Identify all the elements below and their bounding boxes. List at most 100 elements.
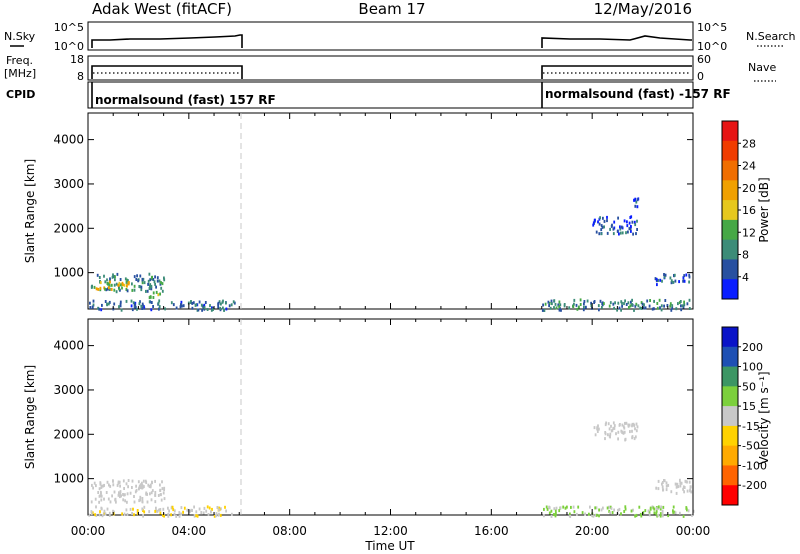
velocity-point-r0-94 [150, 498, 153, 502]
velocity-colorbar-tick-label-5: 50 [742, 380, 756, 393]
power-point-r3-39 [210, 308, 213, 312]
noise-tick-high-right: 10^5 [697, 21, 727, 34]
velocity-point-r1-11 [159, 508, 162, 511]
velocity-point-r2-49 [617, 508, 619, 512]
velocity-point-r2-10 [642, 511, 645, 515]
power-point-r4-11 [675, 307, 678, 311]
power-point-r3-94 [200, 303, 203, 307]
velocity-point-r4-56 [607, 422, 610, 426]
power-point-r2-6 [159, 292, 161, 296]
power-point-r6-45 [629, 227, 632, 231]
power-point-r3-27 [118, 305, 120, 309]
nsky-trace-segment-1 [91, 34, 243, 48]
power-colorbar: 4 8 12 16 20 24 28 [721, 120, 756, 300]
velocity-point-r0-54 [105, 491, 108, 494]
power-point-r0-89 [126, 289, 129, 293]
velocity-point-r4-55 [622, 425, 625, 429]
power-point-r3-104 [194, 303, 197, 307]
velocity-point-r0-84 [139, 498, 142, 502]
velocity-point-r0-101 [135, 484, 137, 488]
power-point-r0-51 [125, 288, 128, 291]
power-point-r3-48 [91, 305, 94, 309]
power-point-r0-73 [118, 287, 120, 291]
velocity-point-r2-82 [595, 513, 598, 517]
power-colorbar-swatch-8 [722, 279, 738, 300]
power-point-r5-5 [688, 280, 690, 284]
power-point-r4-90 [549, 306, 552, 310]
power-point-r6-38 [610, 224, 613, 228]
velocity-point-r0-116 [161, 487, 164, 491]
velocity-point-r1-46 [216, 506, 219, 509]
velocity-point-r4-46 [621, 430, 624, 434]
velocity-point-r1-6 [159, 511, 162, 515]
power-point-r0-7 [124, 277, 127, 281]
power-point-r6-14 [632, 232, 634, 236]
velocity-point-r2-88 [653, 511, 656, 515]
power-point-r3-86 [141, 307, 144, 310]
velocity-scatter-layer [88, 421, 695, 518]
velocity-point-r0-74 [141, 499, 144, 503]
power-point-r6-52 [636, 219, 638, 223]
velocity-point-r1-87 [208, 506, 211, 510]
velocity-point-r0-32 [129, 491, 132, 495]
velocity-point-r0-68 [133, 495, 135, 498]
velocity-point-r0-39 [111, 494, 113, 498]
power-point-r4-117 [542, 303, 544, 307]
velocity-point-r0-120 [139, 483, 142, 487]
power-point-r0-84 [114, 275, 116, 279]
power-point-r5-10 [657, 278, 660, 282]
power-point-r3-23 [108, 300, 111, 304]
velocity-point-r2-31 [632, 508, 634, 512]
power-point-r3-81 [107, 302, 110, 306]
power-point-r6-56 [612, 227, 615, 231]
power-point-r4-37 [669, 304, 672, 308]
velocity-point-r2-93 [553, 507, 556, 511]
velocity-point-r0-83 [138, 486, 141, 490]
velocity-point-r4-32 [624, 421, 626, 425]
power-point-r0-61 [150, 285, 153, 289]
power-point-r0-4 [148, 287, 151, 290]
power-point-r4-18 [646, 299, 649, 303]
power-point-r3-35 [225, 307, 228, 311]
velocity-point-r1-34 [156, 509, 159, 513]
power-plot-area [87, 112, 694, 310]
velocity-point-r3-35 [667, 483, 670, 487]
velocity-colorbar-swatch-0 [722, 327, 738, 348]
power-point-r0-19 [159, 282, 162, 286]
velocity-point-r2-9 [584, 512, 586, 516]
velocity-point-r2-4 [545, 505, 548, 509]
power-point-r5-21 [673, 273, 676, 277]
power-point-r4-66 [579, 298, 582, 302]
velocity-colorbar-tick-label-6: 100 [742, 361, 763, 374]
velocity-point-r2-70 [613, 508, 615, 512]
velocity-point-r2-37 [672, 510, 675, 514]
power-point-r3-50 [170, 301, 173, 305]
power-point-r6-21 [626, 224, 629, 228]
velocity-point-r1-102 [178, 511, 181, 515]
power-point-r6-44 [630, 215, 633, 219]
velocity-point-r0-82 [113, 490, 116, 494]
velocity-point-r2-27 [638, 505, 641, 509]
velocity-point-r0-30 [151, 480, 153, 484]
velocity-point-r3-23 [677, 485, 680, 489]
velocity-point-r2-12 [656, 514, 659, 518]
power-point-r4-26 [560, 308, 562, 312]
velocity-point-r2-13 [581, 511, 584, 515]
velocity-colorbar-swatch-3 [722, 386, 738, 407]
power-point-r4-95 [643, 303, 645, 307]
power-point-r3-65 [136, 307, 138, 311]
power-point-r6-36 [600, 232, 603, 236]
velocity-point-r1-20 [173, 509, 176, 513]
power-point-r5-18 [682, 279, 685, 283]
power-point-r1-19 [108, 286, 110, 290]
velocity-point-r4-20 [609, 432, 612, 436]
power-point-r4-101 [625, 303, 628, 306]
power-point-r0-44 [140, 288, 143, 292]
velocity-point-r1-63 [231, 512, 233, 516]
velocity-colorbar-swatch-4 [722, 406, 738, 427]
power-point-r3-51 [180, 300, 183, 304]
velocity-point-r0-109 [138, 484, 141, 488]
velocity-point-r1-12 [112, 509, 114, 513]
velocity-point-r4-13 [634, 427, 636, 431]
power-point-r3-12 [92, 303, 95, 307]
